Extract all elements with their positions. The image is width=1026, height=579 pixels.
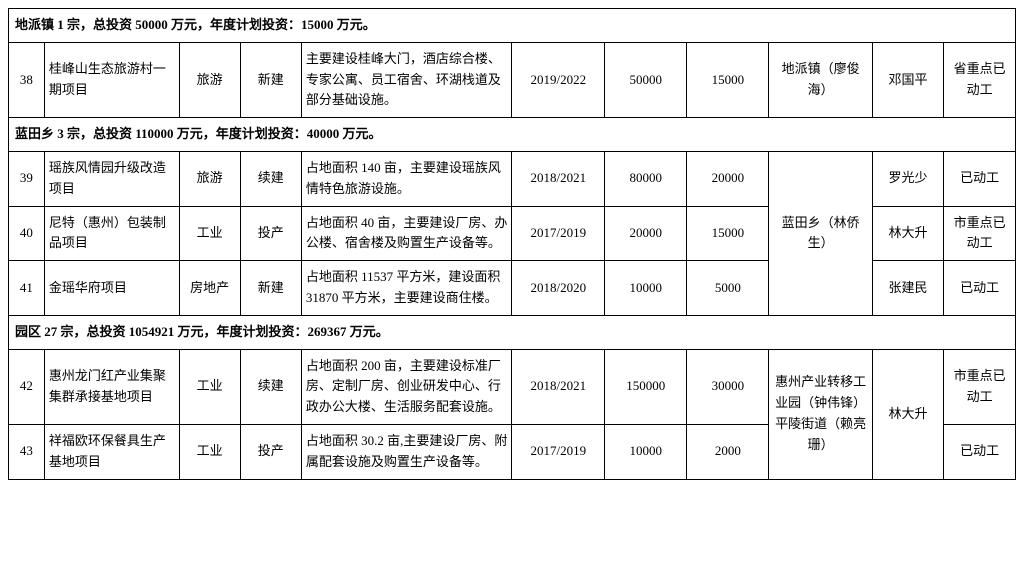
cell-plan: 15000 bbox=[687, 42, 769, 117]
cell-name: 尼特（惠州）包装制品项目 bbox=[44, 206, 179, 261]
cell-investment: 10000 bbox=[605, 424, 687, 479]
cell-plan: 15000 bbox=[687, 206, 769, 261]
cell-stage: 续建 bbox=[240, 349, 301, 424]
cell-stage: 投产 bbox=[240, 206, 301, 261]
cell-num: 41 bbox=[9, 261, 45, 316]
cell-years: 2019/2022 bbox=[512, 42, 605, 117]
cell-name: 瑶族风情园升级改造项目 bbox=[44, 151, 179, 206]
cell-plan: 30000 bbox=[687, 349, 769, 424]
cell-person: 邓国平 bbox=[872, 42, 944, 117]
cell-status: 已动工 bbox=[944, 261, 1016, 316]
table-row: 39 瑶族风情园升级改造项目 旅游 续建 占地面积 140 亩，主要建设瑶族风情… bbox=[9, 151, 1016, 206]
cell-category: 工业 bbox=[179, 206, 240, 261]
cell-stage: 投产 bbox=[240, 424, 301, 479]
cell-plan: 20000 bbox=[687, 151, 769, 206]
cell-name: 桂峰山生态旅游村一期项目 bbox=[44, 42, 179, 117]
cell-description: 占地面积 140 亩，主要建设瑶族风情特色旅游设施。 bbox=[301, 151, 512, 206]
cell-name: 金瑶华府项目 bbox=[44, 261, 179, 316]
cell-person: 林大升 bbox=[872, 206, 944, 261]
cell-person: 罗光少 bbox=[872, 151, 944, 206]
cell-num: 40 bbox=[9, 206, 45, 261]
cell-location: 惠州产业转移工业园（钟伟锋）平陵街道（赖亮珊） bbox=[769, 349, 872, 479]
cell-plan: 5000 bbox=[687, 261, 769, 316]
cell-location: 地派镇（廖俊海） bbox=[769, 42, 872, 117]
cell-status: 已动工 bbox=[944, 424, 1016, 479]
cell-person: 林大升 bbox=[872, 349, 944, 479]
cell-description: 主要建设桂峰大门，酒店综合楼、专家公寓、员工宿舍、环湖栈道及部分基础设施。 bbox=[301, 42, 512, 117]
cell-status: 市重点已动工 bbox=[944, 349, 1016, 424]
cell-years: 2018/2020 bbox=[512, 261, 605, 316]
cell-status: 市重点已动工 bbox=[944, 206, 1016, 261]
table-row: 38 桂峰山生态旅游村一期项目 旅游 新建 主要建设桂峰大门，酒店综合楼、专家公… bbox=[9, 42, 1016, 117]
cell-description: 占地面积 40 亩，主要建设厂房、办公楼、宿舍楼及购置生产设备等。 bbox=[301, 206, 512, 261]
cell-stage: 续建 bbox=[240, 151, 301, 206]
cell-description: 占地面积 11537 平方米，建设面积 31870 平方米，主要建设商住楼。 bbox=[301, 261, 512, 316]
section-header: 地派镇 1 宗，总投资 50000 万元，年度计划投资：15000 万元。 bbox=[9, 9, 1016, 43]
cell-stage: 新建 bbox=[240, 42, 301, 117]
cell-category: 房地产 bbox=[179, 261, 240, 316]
cell-years: 2018/2021 bbox=[512, 151, 605, 206]
section-header-row: 园区 27 宗，总投资 1054921 万元，年度计划投资：269367 万元。 bbox=[9, 315, 1016, 349]
cell-category: 工业 bbox=[179, 349, 240, 424]
table-row: 42 惠州龙门红产业集聚集群承接基地项目 工业 续建 占地面积 200 亩，主要… bbox=[9, 349, 1016, 424]
cell-person: 张建民 bbox=[872, 261, 944, 316]
cell-status: 省重点已动工 bbox=[944, 42, 1016, 117]
cell-investment: 20000 bbox=[605, 206, 687, 261]
section-header: 蓝田乡 3 宗，总投资 110000 万元，年度计划投资：40000 万元。 bbox=[9, 118, 1016, 152]
cell-stage: 新建 bbox=[240, 261, 301, 316]
cell-category: 工业 bbox=[179, 424, 240, 479]
cell-category: 旅游 bbox=[179, 151, 240, 206]
cell-status: 已动工 bbox=[944, 151, 1016, 206]
cell-investment: 80000 bbox=[605, 151, 687, 206]
cell-investment: 10000 bbox=[605, 261, 687, 316]
cell-name: 惠州龙门红产业集聚集群承接基地项目 bbox=[44, 349, 179, 424]
section-header-row: 蓝田乡 3 宗，总投资 110000 万元，年度计划投资：40000 万元。 bbox=[9, 118, 1016, 152]
cell-location: 蓝田乡（林侨生） bbox=[769, 151, 872, 315]
cell-plan: 2000 bbox=[687, 424, 769, 479]
cell-description: 占地面积 30.2 亩,主要建设厂房、附属配套设施及购置生产设备等。 bbox=[301, 424, 512, 479]
cell-name: 祥福欧环保餐具生产基地项目 bbox=[44, 424, 179, 479]
cell-num: 38 bbox=[9, 42, 45, 117]
cell-years: 2017/2019 bbox=[512, 206, 605, 261]
cell-investment: 50000 bbox=[605, 42, 687, 117]
cell-num: 42 bbox=[9, 349, 45, 424]
cell-investment: 150000 bbox=[605, 349, 687, 424]
projects-table: 地派镇 1 宗，总投资 50000 万元，年度计划投资：15000 万元。 38… bbox=[8, 8, 1016, 480]
section-header-row: 地派镇 1 宗，总投资 50000 万元，年度计划投资：15000 万元。 bbox=[9, 9, 1016, 43]
cell-num: 39 bbox=[9, 151, 45, 206]
cell-num: 43 bbox=[9, 424, 45, 479]
cell-category: 旅游 bbox=[179, 42, 240, 117]
cell-years: 2017/2019 bbox=[512, 424, 605, 479]
cell-years: 2018/2021 bbox=[512, 349, 605, 424]
cell-description: 占地面积 200 亩，主要建设标准厂房、定制厂房、创业研发中心、行政办公大楼、生… bbox=[301, 349, 512, 424]
section-header: 园区 27 宗，总投资 1054921 万元，年度计划投资：269367 万元。 bbox=[9, 315, 1016, 349]
